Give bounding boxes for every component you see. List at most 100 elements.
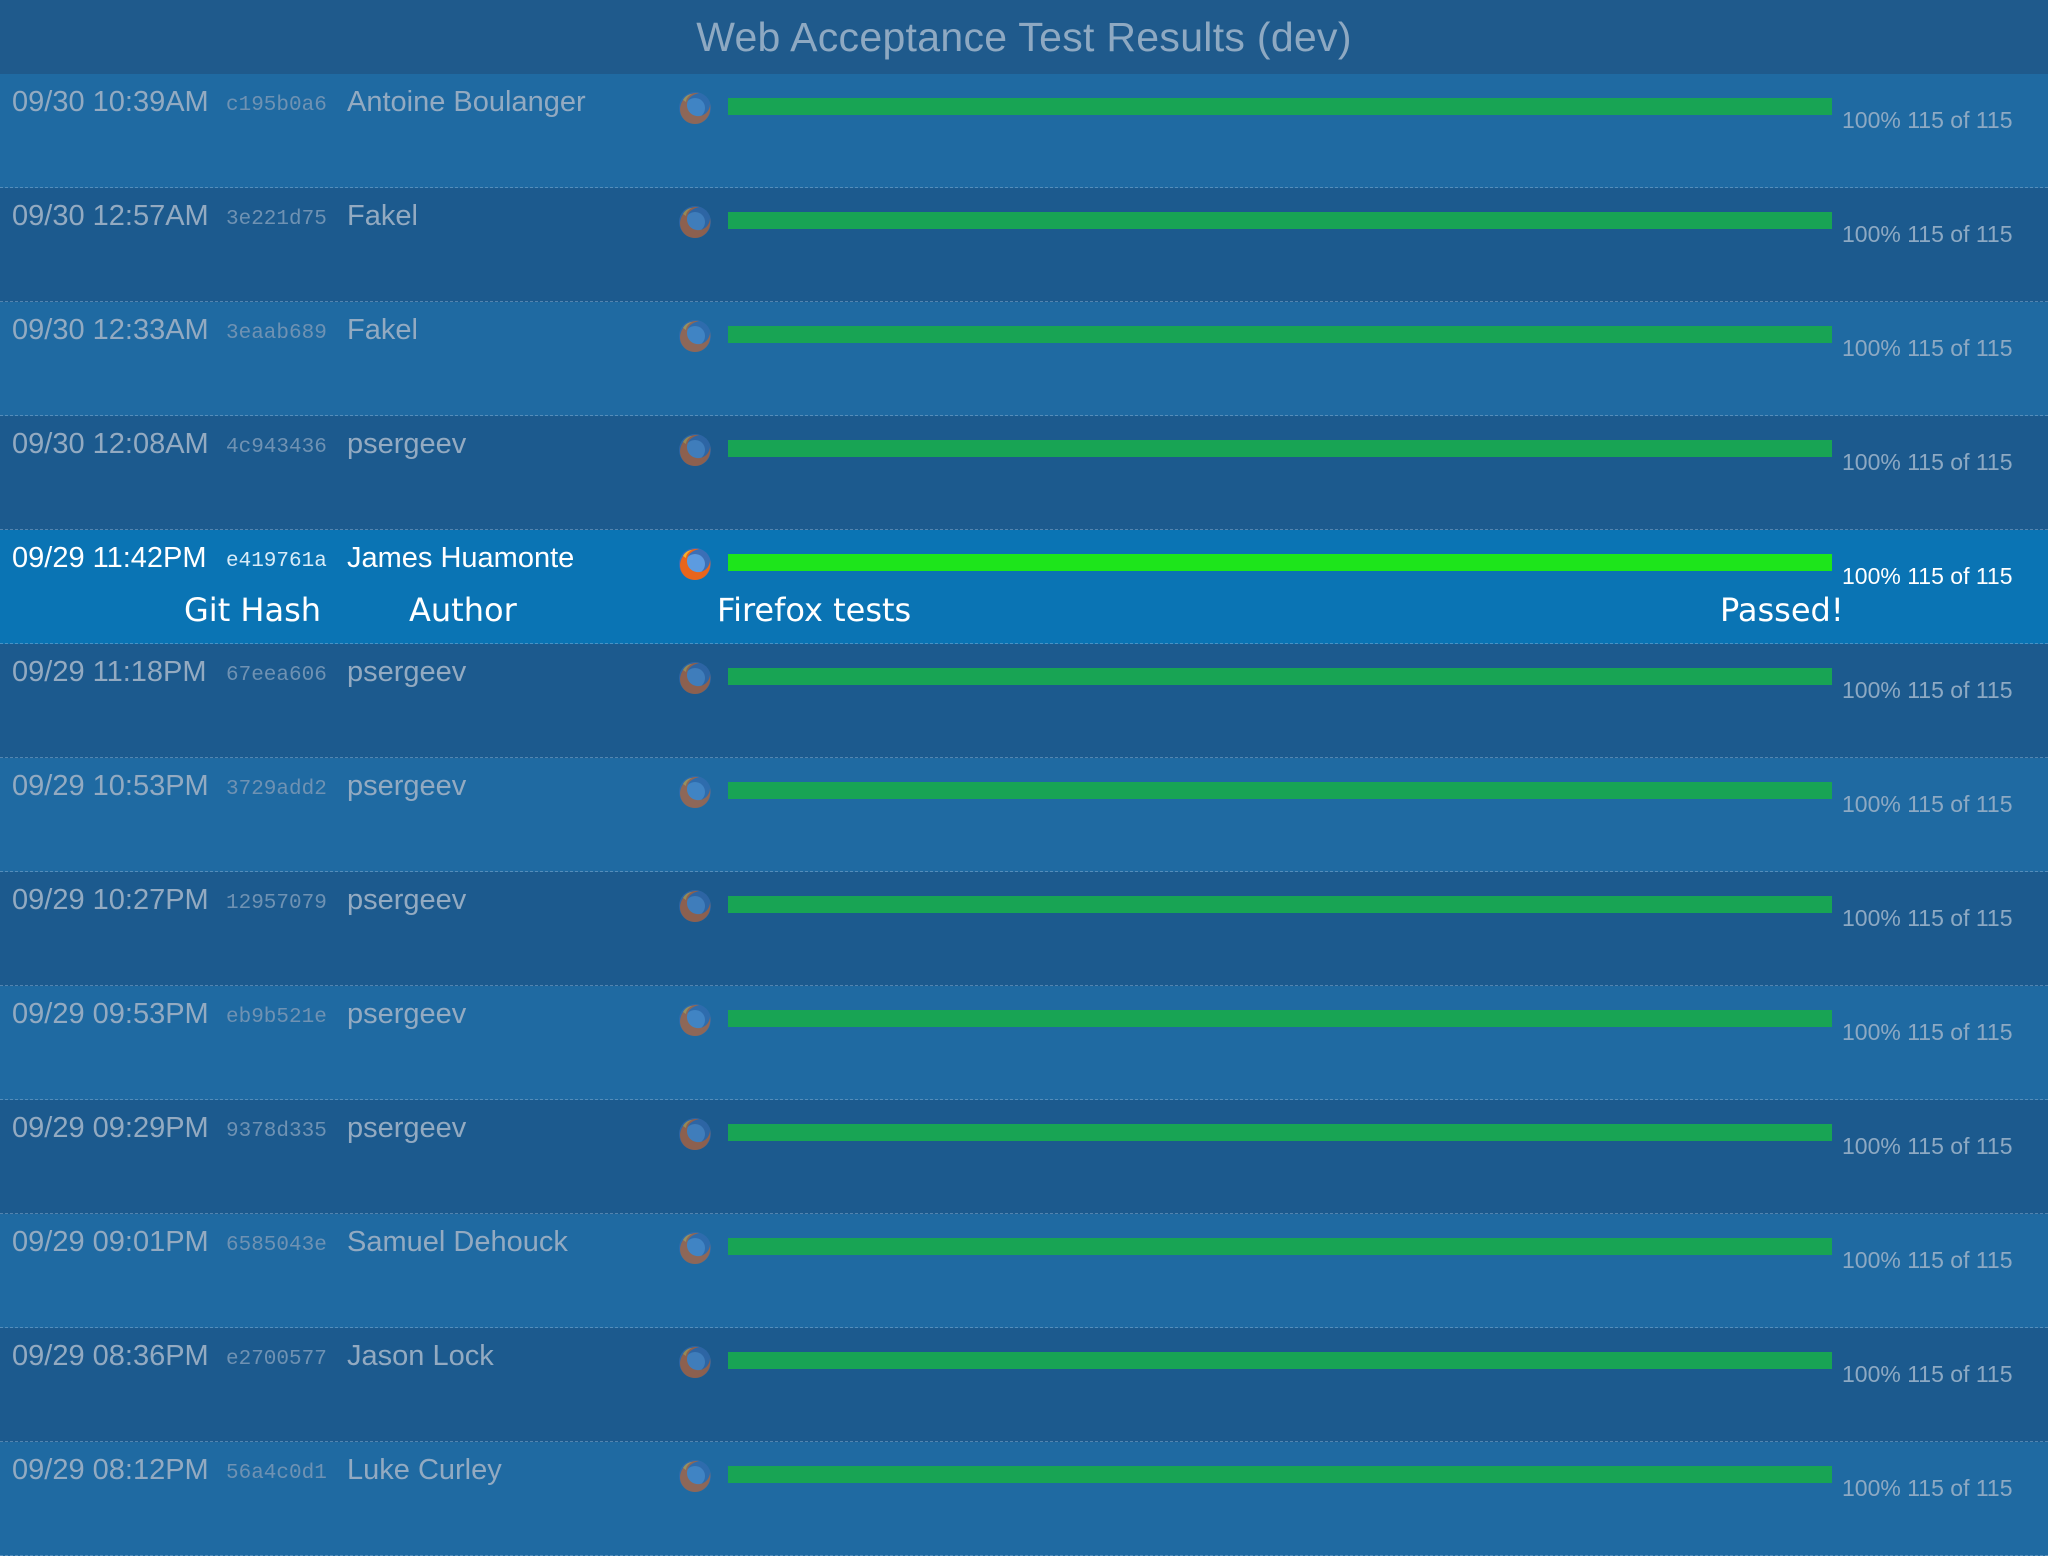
progress-fill	[728, 440, 1832, 457]
git-hash[interactable]: 67eea606	[226, 664, 327, 687]
pass-stats: 100% 115 of 115	[1842, 1475, 2013, 1502]
progress-fill	[728, 1466, 1832, 1483]
run-date: 09/29 11:18PM	[12, 656, 207, 688]
progress-bar	[728, 1352, 1832, 1369]
progress-fill	[728, 668, 1832, 685]
git-hash[interactable]: 4c943436	[226, 436, 327, 459]
pass-count: 115 of 115	[1907, 1475, 2013, 1501]
test-run-row[interactable]: 09/29 09:29PM 9378d335 psergeev 100% 115…	[0, 1100, 2048, 1214]
annotation-passed: Passed!	[1720, 591, 1844, 629]
pass-stats: 100% 115 of 115	[1842, 107, 2013, 134]
firefox-icon	[677, 774, 713, 810]
pass-stats: 100% 115 of 115	[1842, 1247, 2013, 1274]
progress-bar	[728, 554, 1832, 571]
pass-count: 115 of 115	[1907, 905, 2013, 931]
author-name[interactable]: Jason Lock	[347, 1340, 494, 1372]
author-name[interactable]: Fakel	[347, 314, 418, 346]
author-name[interactable]: psergeev	[347, 1112, 467, 1144]
pass-percent: 100%	[1842, 563, 1901, 589]
firefox-icon	[677, 1002, 713, 1038]
pass-percent: 100%	[1842, 335, 1901, 361]
author-name[interactable]: James Huamonte	[347, 542, 575, 574]
pass-percent: 100%	[1842, 1019, 1901, 1045]
firefox-icon	[677, 888, 713, 924]
author-name[interactable]: psergeev	[347, 884, 467, 916]
git-hash[interactable]: c195b0a6	[226, 94, 327, 117]
author-name[interactable]: Samuel Dehouck	[347, 1226, 568, 1258]
progress-bar	[728, 668, 1832, 685]
author-name[interactable]: Antoine Boulanger	[347, 86, 586, 118]
test-run-row[interactable]: 09/29 08:36PM e2700577 Jason Lock 100% 1…	[0, 1328, 2048, 1442]
author-name[interactable]: psergeev	[347, 998, 467, 1030]
pass-count: 115 of 115	[1907, 1247, 2013, 1273]
test-run-row[interactable]: 09/29 08:12PM 56a4c0d1 Luke Curley 100% …	[0, 1442, 2048, 1556]
author-name[interactable]: psergeev	[347, 656, 467, 688]
pass-percent: 100%	[1842, 1247, 1901, 1273]
pass-percent: 100%	[1842, 107, 1901, 133]
author-name[interactable]: psergeev	[347, 428, 467, 460]
pass-stats: 100% 115 of 115	[1842, 449, 2013, 476]
git-hash[interactable]: 3729add2	[226, 778, 327, 801]
progress-bar	[728, 1124, 1832, 1141]
test-run-row[interactable]: 09/29 11:42PM e419761a James Huamonte 10…	[0, 530, 2048, 644]
run-date: 09/29 09:53PM	[12, 998, 209, 1030]
pass-stats: 100% 115 of 115	[1842, 1361, 2013, 1388]
progress-fill	[728, 212, 1832, 229]
progress-fill	[728, 1124, 1832, 1141]
run-date: 09/29 11:42PM	[12, 542, 207, 574]
firefox-icon	[677, 660, 713, 696]
pass-stats: 100% 115 of 115	[1842, 1019, 2013, 1046]
test-run-row[interactable]: 09/29 09:01PM 6585043e Samuel Dehouck 10…	[0, 1214, 2048, 1328]
pass-stats: 100% 115 of 115	[1842, 791, 2013, 818]
pass-stats: 100% 115 of 115	[1842, 905, 2013, 932]
pass-percent: 100%	[1842, 221, 1901, 247]
test-run-row[interactable]: 09/29 09:53PM eb9b521e psergeev 100% 115…	[0, 986, 2048, 1100]
progress-fill	[728, 782, 1832, 799]
progress-bar	[728, 98, 1832, 115]
pass-percent: 100%	[1842, 677, 1901, 703]
pass-stats: 100% 115 of 115	[1842, 335, 2013, 362]
progress-bar	[728, 1466, 1832, 1483]
firefox-icon	[677, 432, 713, 468]
pass-stats: 100% 115 of 115	[1842, 221, 2013, 248]
git-hash[interactable]: e2700577	[226, 1348, 327, 1371]
pass-percent: 100%	[1842, 791, 1901, 817]
firefox-icon	[677, 90, 713, 126]
pass-stats: 100% 115 of 115	[1842, 677, 2013, 704]
author-name[interactable]: Luke Curley	[347, 1454, 502, 1486]
pass-count: 115 of 115	[1907, 677, 2013, 703]
git-hash[interactable]: e419761a	[226, 550, 327, 573]
pass-count: 115 of 115	[1907, 221, 2013, 247]
author-name[interactable]: psergeev	[347, 770, 467, 802]
pass-count: 115 of 115	[1907, 791, 2013, 817]
git-hash[interactable]: eb9b521e	[226, 1006, 327, 1029]
test-run-row[interactable]: 09/30 12:33AM 3eaab689 Fakel 100% 115 of…	[0, 302, 2048, 416]
firefox-icon	[677, 1458, 713, 1494]
test-run-row[interactable]: 09/30 12:57AM 3e221d75 Fakel 100% 115 of…	[0, 188, 2048, 302]
test-run-row[interactable]: 09/30 12:08AM 4c943436 psergeev 100% 115…	[0, 416, 2048, 530]
test-run-row[interactable]: 09/30 10:39AM c195b0a6 Antoine Boulanger…	[0, 74, 2048, 188]
git-hash[interactable]: 3eaab689	[226, 322, 327, 345]
author-name[interactable]: Fakel	[347, 200, 418, 232]
run-date: 09/29 08:12PM	[12, 1454, 209, 1486]
git-hash[interactable]: 56a4c0d1	[226, 1462, 327, 1485]
test-run-row[interactable]: 09/29 11:18PM 67eea606 psergeev 100% 115…	[0, 644, 2048, 758]
test-run-row[interactable]: 09/29 10:27PM 12957079 psergeev 100% 115…	[0, 872, 2048, 986]
pass-count: 115 of 115	[1907, 1361, 2013, 1387]
progress-fill	[728, 1352, 1832, 1369]
git-hash[interactable]: 9378d335	[226, 1120, 327, 1143]
git-hash[interactable]: 12957079	[226, 892, 327, 915]
git-hash[interactable]: 6585043e	[226, 1234, 327, 1257]
progress-fill	[728, 1010, 1832, 1027]
progress-fill	[728, 896, 1832, 913]
pass-count: 115 of 115	[1907, 107, 2013, 133]
progress-bar	[728, 1010, 1832, 1027]
run-date: 09/30 12:33AM	[12, 314, 209, 346]
progress-fill	[728, 98, 1832, 115]
pass-percent: 100%	[1842, 1475, 1901, 1501]
run-date: 09/29 08:36PM	[12, 1340, 209, 1372]
git-hash[interactable]: 3e221d75	[226, 208, 327, 231]
progress-bar	[728, 212, 1832, 229]
test-run-row[interactable]: 09/29 10:53PM 3729add2 psergeev 100% 115…	[0, 758, 2048, 872]
pass-count: 115 of 115	[1907, 563, 2013, 589]
